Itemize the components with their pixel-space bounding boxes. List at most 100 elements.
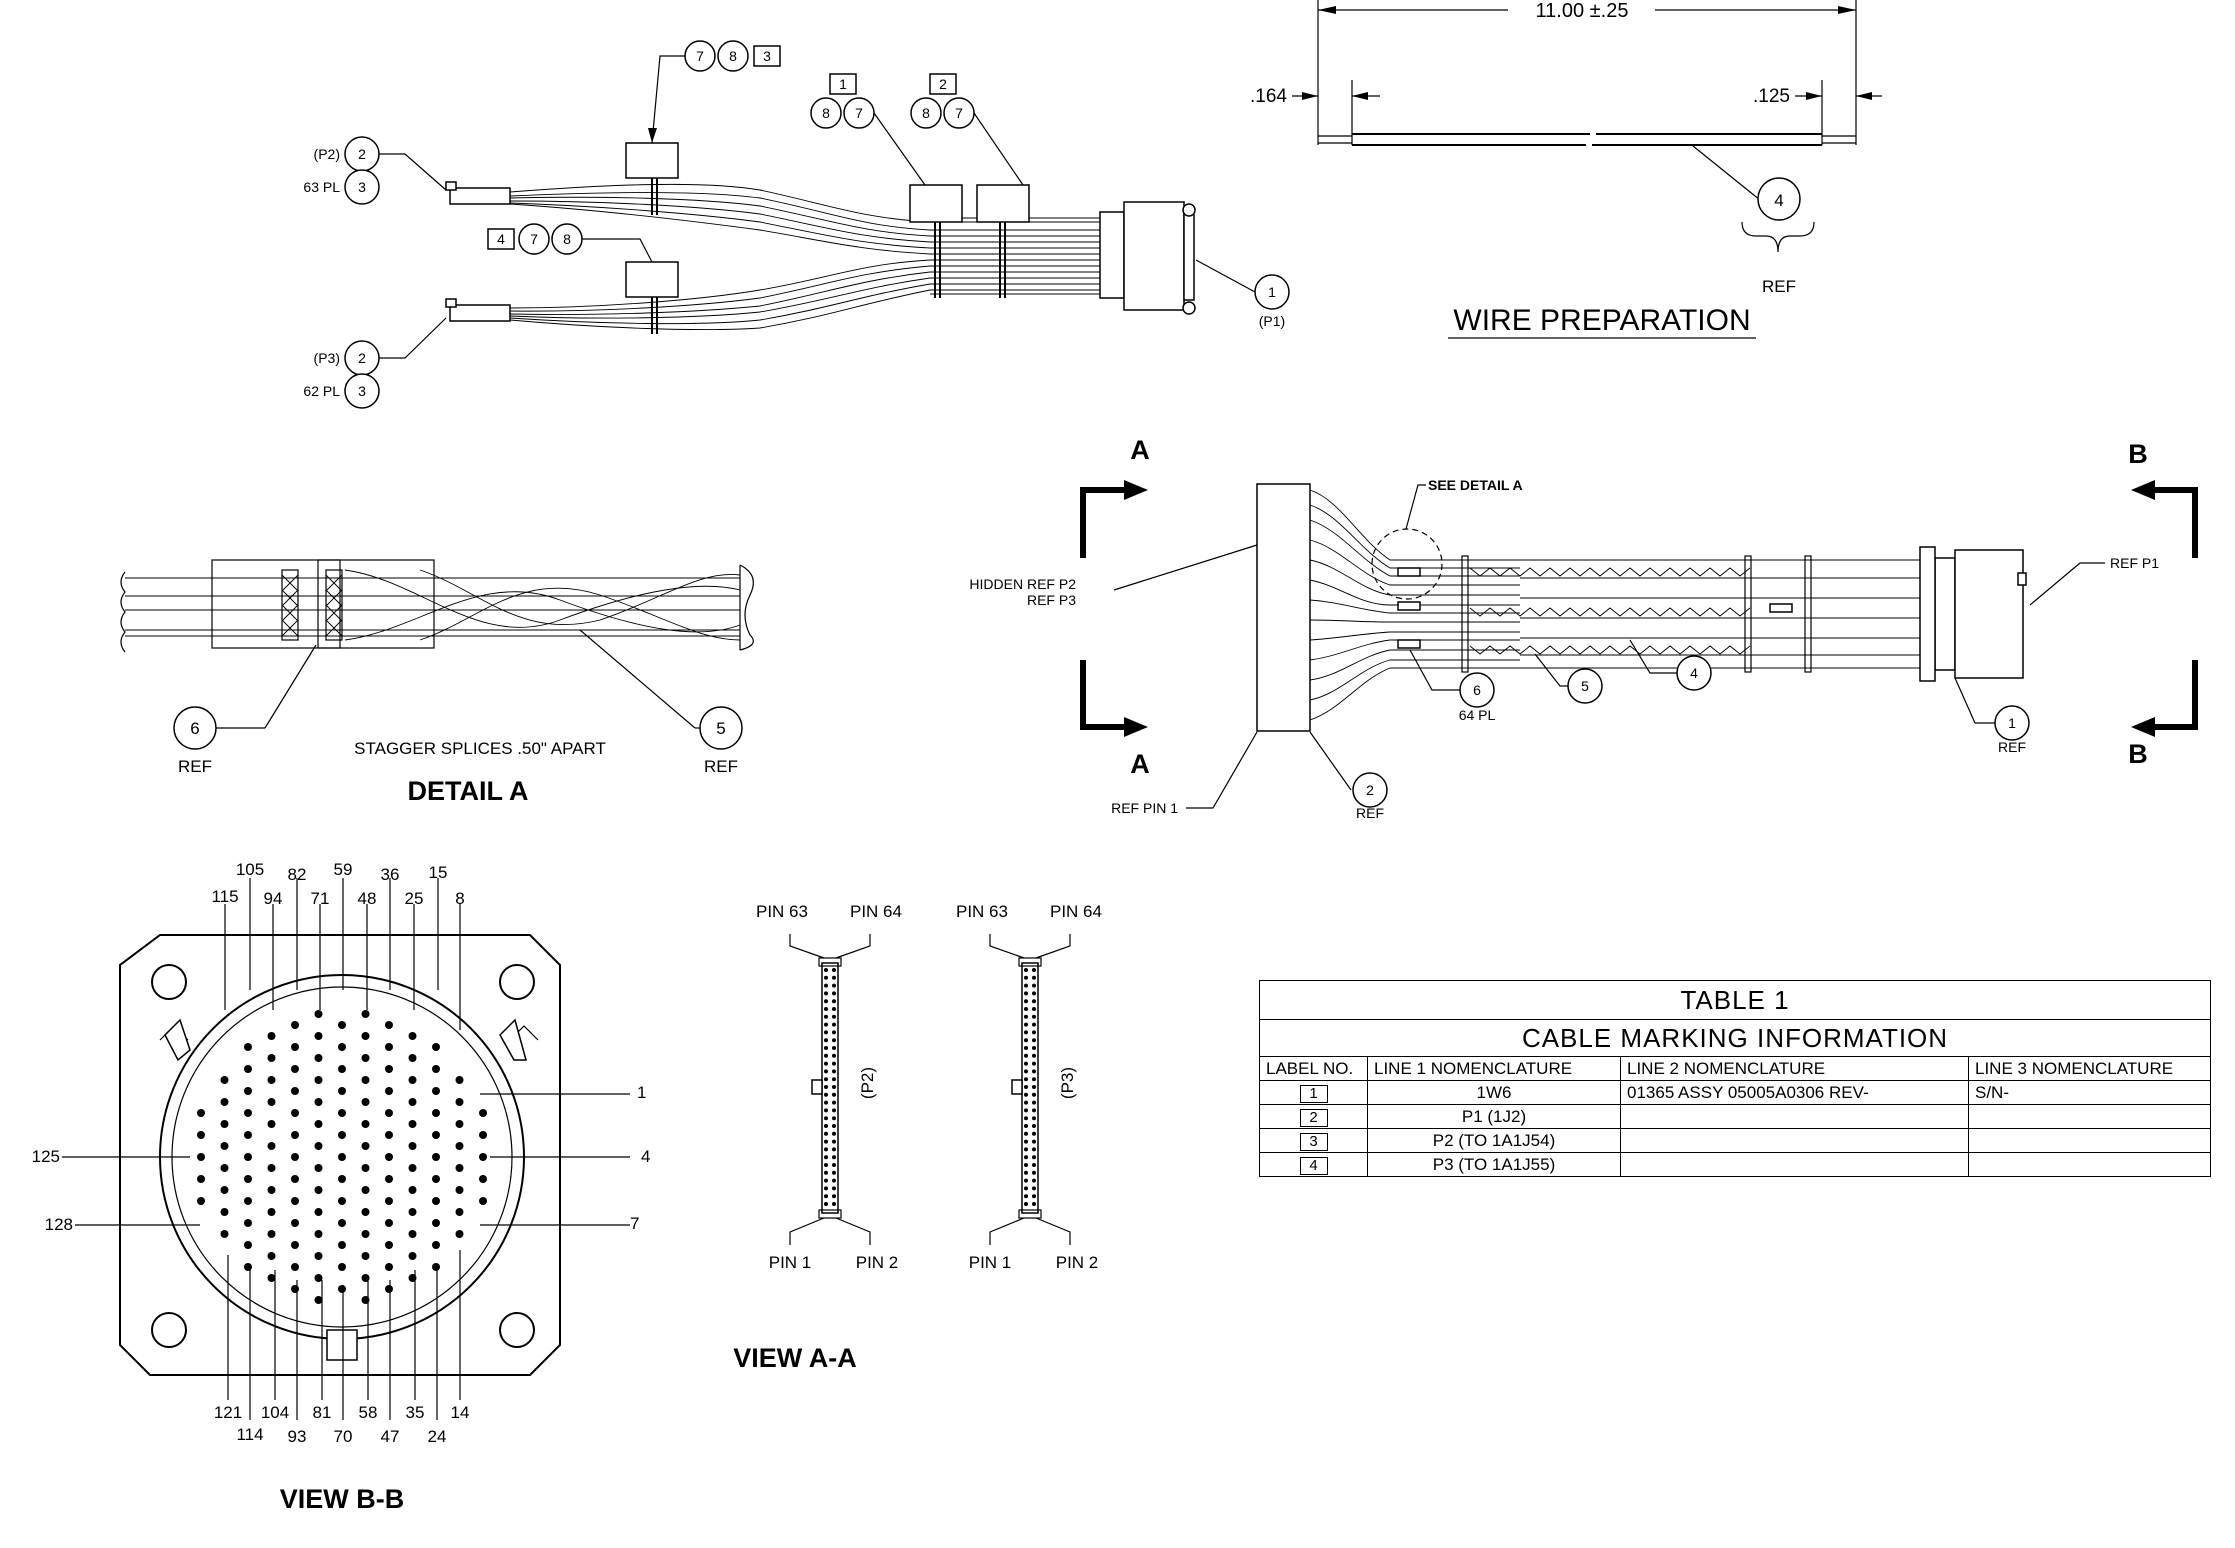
connector-pin: [408, 1230, 417, 1238]
bb-pin-48: 48: [358, 889, 377, 908]
strip-pin: [824, 999, 828, 1004]
strip-pin: [832, 1131, 836, 1136]
header-line3: LINE 3 NOMENCLATURE: [1968, 1056, 2211, 1081]
tag-mid1-8: 8: [822, 105, 830, 121]
aa-p2-pin63: PIN 63: [756, 902, 808, 921]
strip-pin: [832, 1077, 836, 1082]
connector-pin: [197, 1109, 205, 1117]
connector-pin: [338, 1219, 346, 1227]
connector-pin: [220, 1186, 229, 1194]
connector-pin: [220, 1230, 229, 1238]
strip-pin: [1024, 1038, 1028, 1043]
row-line2: [1620, 1128, 1969, 1153]
connector-pin: [267, 1186, 276, 1194]
connector-pin: [385, 1021, 393, 1029]
bb-pin-47: 47: [381, 1427, 400, 1446]
p3-balloon-2: 2: [358, 350, 366, 366]
tag-mid1-7: 7: [855, 105, 863, 121]
strip-pin: [1032, 975, 1036, 980]
bb-pin-15: 15: [429, 863, 448, 882]
strip-pin: [1032, 1014, 1036, 1019]
p3-qty: 62 PL: [303, 383, 340, 399]
strip-pin: [1024, 1053, 1028, 1058]
strip-pin: [832, 1061, 836, 1066]
connector-pin: [479, 1153, 487, 1161]
strip-pin: [1024, 1194, 1028, 1199]
bb-pin-121: 121: [214, 1403, 242, 1422]
strip-pin: [824, 1139, 828, 1144]
connector-pin: [385, 1285, 393, 1293]
strip-pin: [1024, 1124, 1028, 1128]
connector-pin: [455, 1142, 464, 1150]
tag-upper-8: 8: [729, 48, 737, 64]
connector-pin: [361, 1120, 370, 1128]
strip-pin: [1024, 1147, 1028, 1152]
strip-pin: [832, 1007, 836, 1011]
strip-pin: [824, 1022, 828, 1027]
connector-pin: [267, 1076, 276, 1084]
connector-pin: [432, 1197, 440, 1205]
strip-pin: [1024, 1030, 1028, 1035]
strip-pin: [1032, 1178, 1036, 1183]
strip-pin: [1032, 1194, 1036, 1199]
connector-pin: [314, 1010, 323, 1018]
row-line3: S/N-: [1968, 1080, 2211, 1105]
table-row: 3 P2 (TO 1A1J54): [1259, 1128, 2211, 1153]
bb-pin-81: 81: [313, 1403, 332, 1422]
connector-pin: [479, 1131, 487, 1139]
connector-pin: [408, 1120, 417, 1128]
connector-pin: [408, 1252, 417, 1260]
strip-pin: [824, 1178, 828, 1183]
strip-pin: [832, 983, 836, 988]
row-line3: [1968, 1152, 2211, 1177]
connector-pin: [244, 1153, 252, 1161]
aa-p3-pin2: PIN 2: [1056, 1253, 1099, 1272]
p3-pin-array: [1024, 968, 1036, 1206]
connector-pin: [455, 1120, 464, 1128]
strip-pin: [1032, 1139, 1036, 1144]
wire-prep-title: WIRE PREPARATION: [1453, 304, 1750, 337]
connector-pin: [385, 1197, 393, 1205]
connector-pin: [361, 1186, 370, 1194]
strip-pin: [824, 1092, 828, 1097]
connector-pin: [361, 1164, 370, 1172]
connector-pin: [385, 1153, 393, 1161]
strip-pin: [1032, 1069, 1036, 1074]
connector-pin: [244, 1175, 252, 1183]
connector-pin: [291, 1021, 299, 1029]
strip-pin: [824, 1194, 828, 1199]
section-a-bottom: A: [1130, 749, 1150, 779]
strip-pin: [824, 1147, 828, 1152]
aa-p2: (P2): [858, 1067, 877, 1099]
connector-pin: [267, 1208, 276, 1216]
connector-pin: [361, 1076, 370, 1084]
strip-pin: [824, 1155, 828, 1160]
connector-pin: [244, 1043, 252, 1051]
dim-left: .164: [1250, 86, 1287, 107]
table-header-row: LABEL NO. LINE 1 NOMENCLATURE LINE 2 NOM…: [1259, 1056, 2211, 1081]
side-balloon-6: 6: [1473, 682, 1481, 698]
dim-right: .125: [1753, 86, 1790, 107]
side-balloon-2: 2: [1366, 782, 1374, 798]
p2-label: (P2): [314, 146, 340, 162]
strip-pin: [832, 1170, 836, 1175]
side-qty-6: 64 PL: [1459, 707, 1496, 723]
connector-pin: [291, 1241, 299, 1249]
strip-pin: [1024, 1178, 1028, 1183]
table-row: 1 1W6 01365 ASSY 05005A0306 REV- S/N-: [1259, 1080, 2211, 1105]
connector-pin: [408, 1164, 417, 1172]
ref-p1: REF P1: [2110, 555, 2159, 571]
strip-pin: [1024, 991, 1028, 996]
strip-pin: [832, 1124, 836, 1128]
strip-pin: [1024, 1007, 1028, 1011]
connector-pin: [197, 1153, 205, 1161]
row-line1: P3 (TO 1A1J55): [1367, 1152, 1621, 1177]
connector-pin: [338, 1153, 346, 1161]
connector-pin: [291, 1175, 299, 1183]
strip-pin: [1024, 1139, 1028, 1144]
connector-pin: [314, 1098, 323, 1106]
connector-pin: [455, 1230, 464, 1238]
view-bb-pins: [197, 1010, 487, 1304]
connector-pin: [197, 1197, 205, 1205]
strip-pin: [824, 1085, 828, 1089]
